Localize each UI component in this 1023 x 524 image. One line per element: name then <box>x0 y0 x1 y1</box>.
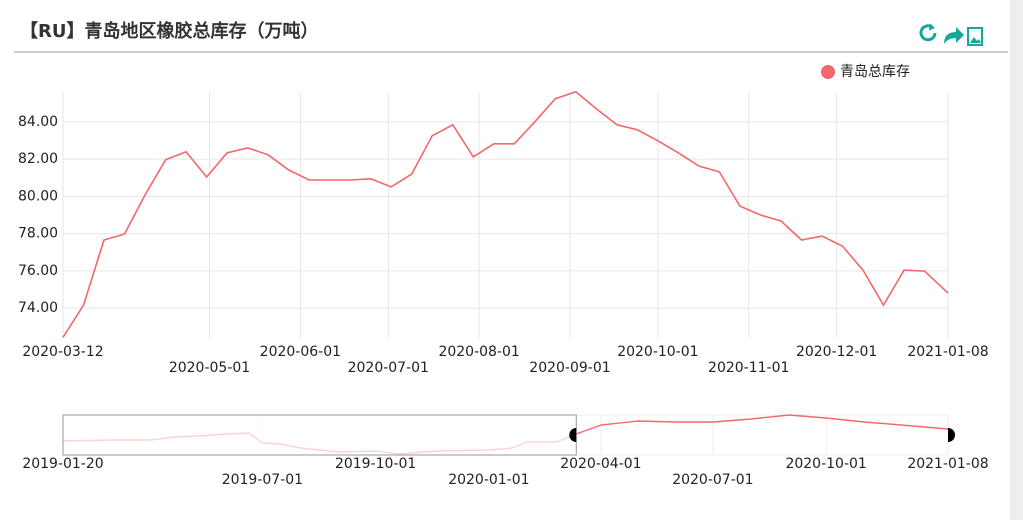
y-tick-label: 74.00 <box>18 300 58 316</box>
x-tick-label: 2019-10-01 <box>335 456 416 472</box>
slider-handle[interactable] <box>948 428 955 442</box>
refresh-icon[interactable] <box>919 23 937 42</box>
chart-title: 【RU】青岛地区橡胶总库存（万吨） <box>20 20 318 42</box>
y-tick-label: 78.00 <box>18 226 58 242</box>
x-tick-label: 2020-08-01 <box>438 344 519 360</box>
y-tick-label: 82.00 <box>18 151 58 167</box>
x-tick-label: 2020-06-01 <box>260 344 341 360</box>
x-tick-label: 2019-07-01 <box>222 472 303 488</box>
legend-marker <box>821 65 835 79</box>
page-edge <box>1010 0 1023 520</box>
x-tick-label: 2019-01-20 <box>22 456 103 472</box>
x-tick-label: 2020-03-12 <box>22 344 103 360</box>
x-tick-label: 2020-04-01 <box>560 456 641 472</box>
x-tick-label: 2020-11-01 <box>708 360 789 376</box>
x-tick-label: 2020-10-01 <box>785 456 866 472</box>
y-tick-label: 76.00 <box>18 263 58 279</box>
x-tick-label: 2020-05-01 <box>169 360 250 376</box>
x-tick-label: 2021-01-08 <box>907 456 988 472</box>
share-icon[interactable] <box>944 27 964 44</box>
x-tick-label: 2020-01-01 <box>448 472 529 488</box>
slider-handle[interactable] <box>569 428 577 442</box>
x-tick-label: 2020-07-01 <box>348 360 429 376</box>
series-line <box>62 90 949 338</box>
legend-label: 青岛总库存 <box>840 64 910 80</box>
save-image-icon[interactable] <box>967 27 983 46</box>
x-tick-label: 2020-07-01 <box>672 472 753 488</box>
x-tick-label: 2020-09-01 <box>529 360 610 376</box>
unselected-mask <box>62 414 577 456</box>
x-tick-label: 2020-12-01 <box>796 344 877 360</box>
y-tick-label: 84.00 <box>18 114 58 130</box>
y-tick-label: 80.00 <box>18 188 58 204</box>
x-tick-label: 2020-10-01 <box>617 344 698 360</box>
x-tick-label: 2021-01-08 <box>907 344 988 360</box>
